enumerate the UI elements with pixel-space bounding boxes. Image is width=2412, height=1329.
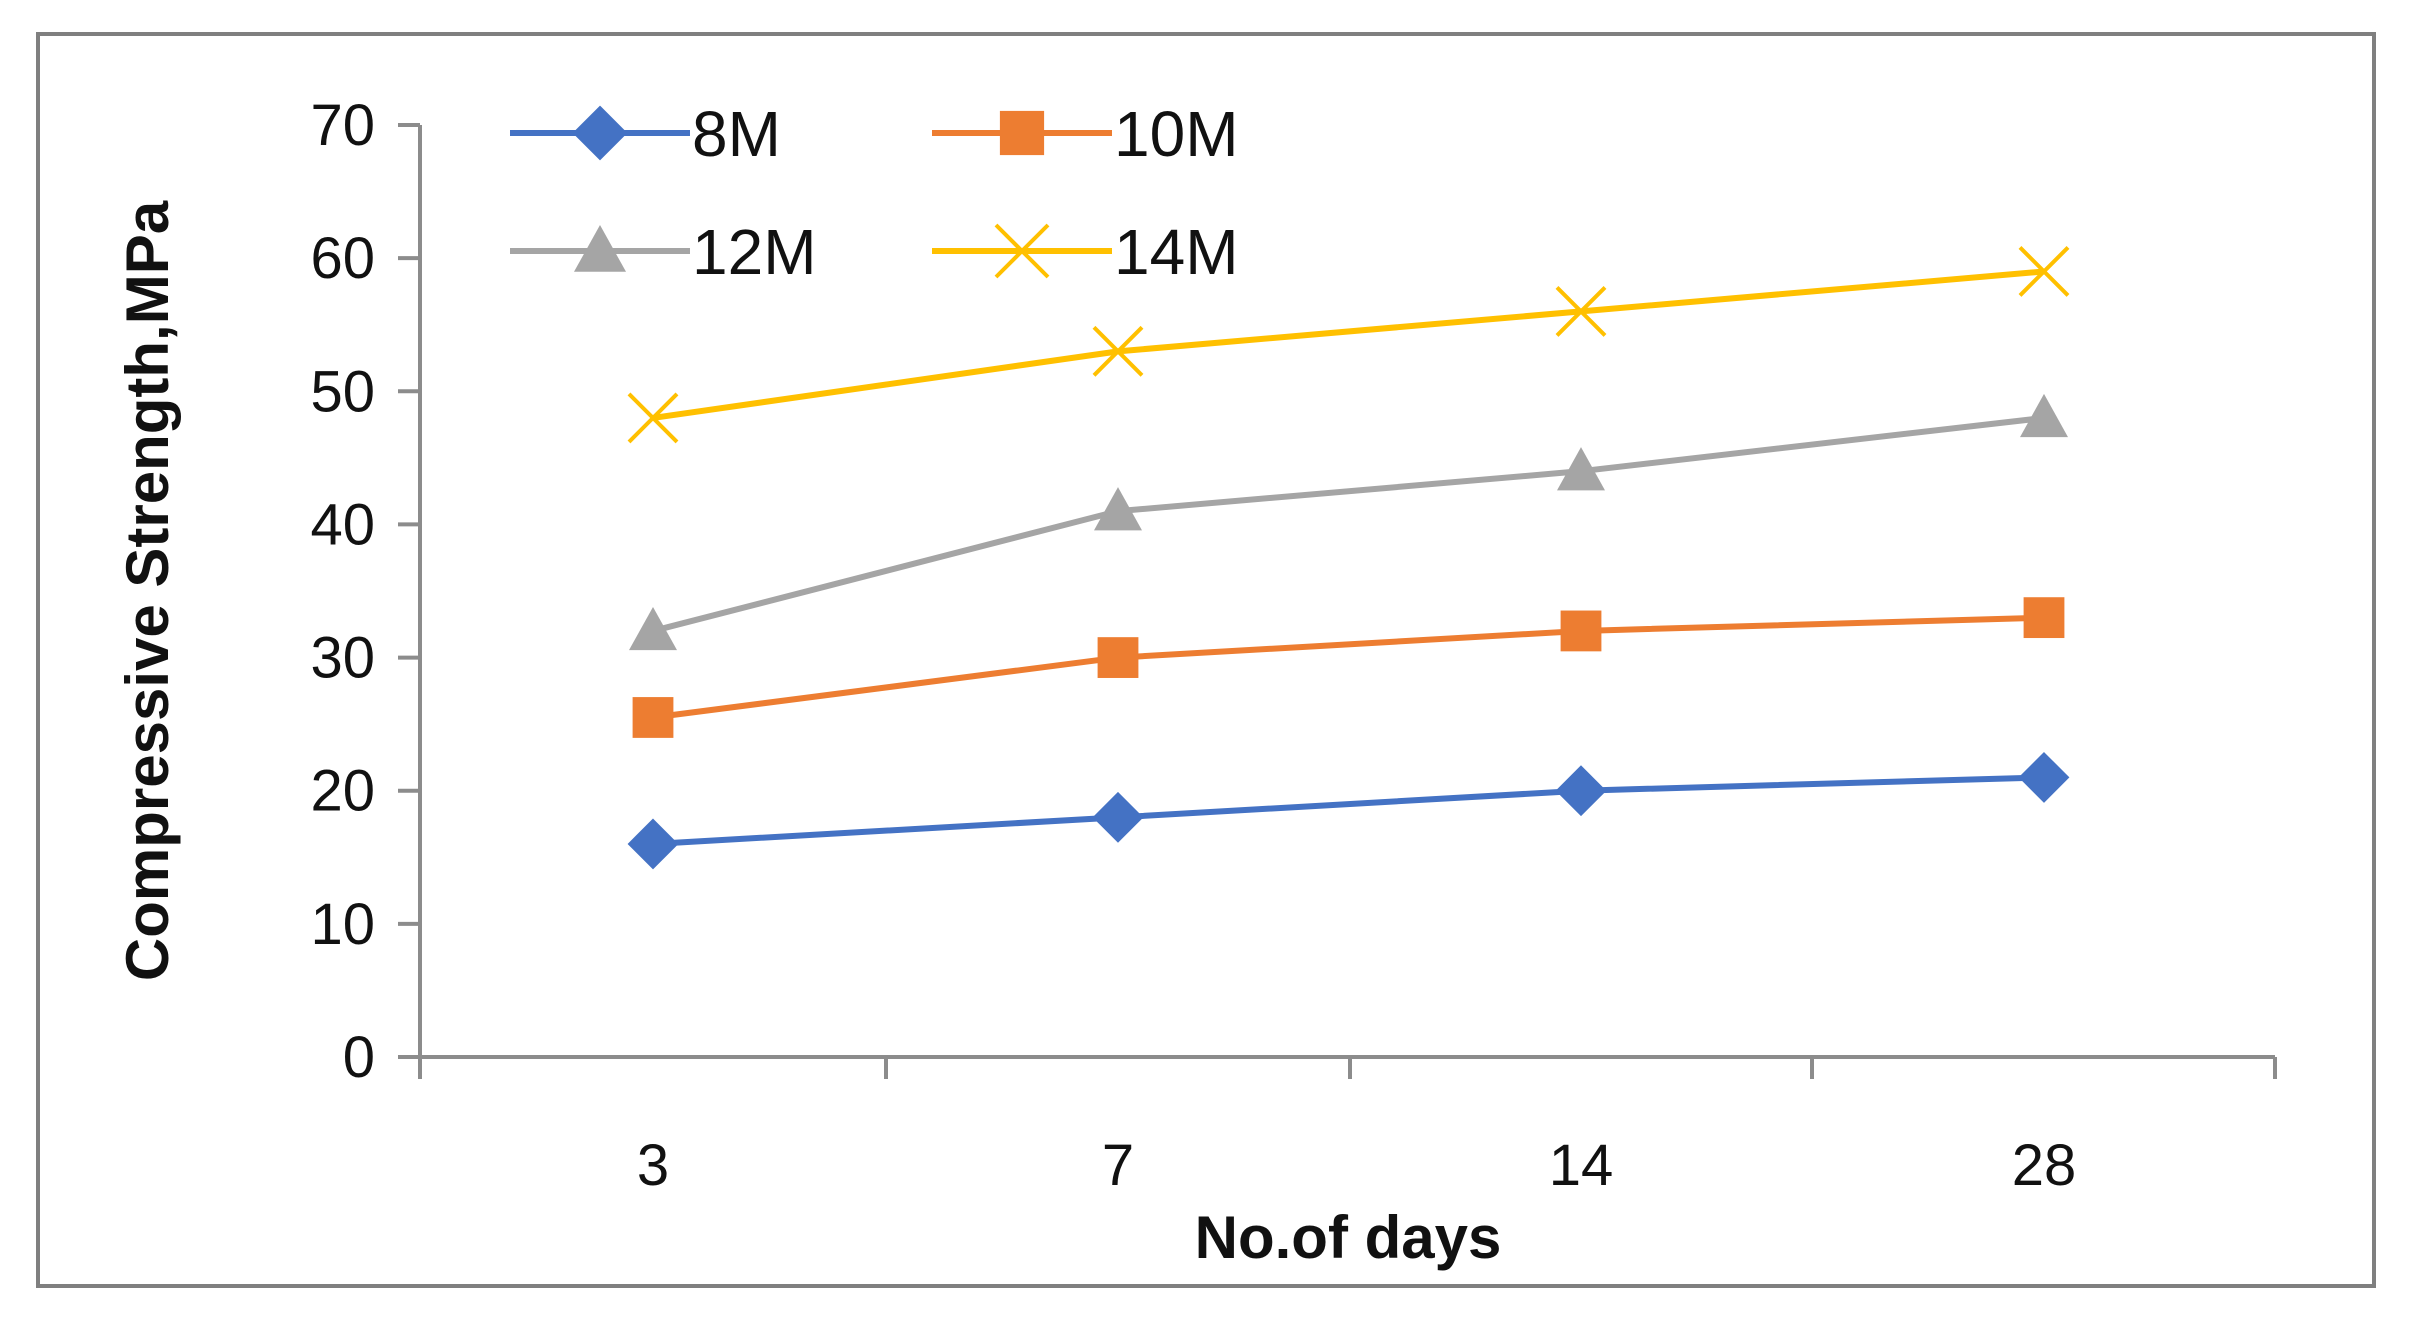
data-point-8m <box>627 818 679 870</box>
legend-entry-12m: 12M <box>510 216 817 288</box>
series-layer <box>627 246 2070 870</box>
x-tick-label: 7 <box>1102 1133 1134 1198</box>
y-tick-label: 20 <box>310 759 375 824</box>
data-point-8m <box>1555 765 1607 817</box>
series-line-8m <box>652 774 2045 847</box>
y-axis-title: Compressive Strength,MPa <box>114 200 181 981</box>
data-point-10m <box>632 697 674 738</box>
data-point-14m <box>1555 285 1607 337</box>
y-tick-label: 10 <box>310 892 375 957</box>
series-line-12m <box>652 414 2045 634</box>
data-point-12m <box>629 606 677 651</box>
legend-label-8m: 8M <box>692 98 781 170</box>
legend-entry-14m: 14M <box>932 216 1239 288</box>
data-point-14m <box>627 392 679 444</box>
y-tick-label: 0 <box>343 1025 375 1090</box>
data-point-12m <box>2020 393 2068 438</box>
series-10m <box>632 597 2065 738</box>
data-point-10m <box>1097 637 1139 678</box>
legend-marker-8m <box>572 105 628 161</box>
data-point-10m <box>2023 597 2065 639</box>
y-ticks: 0 10 20 30 40 50 60 70 <box>310 93 420 1090</box>
x-ticks: 3 7 14 28 <box>418 1057 2277 1198</box>
x-marker-stroke <box>1555 285 1607 337</box>
data-point-14m <box>1092 325 1144 377</box>
y-tick-label: 60 <box>310 226 375 291</box>
x-marker-stroke <box>994 223 1050 279</box>
data-point-12m <box>1094 487 1142 531</box>
x-axis-title: No.of days <box>1195 1204 1502 1271</box>
x-marker-stroke <box>2018 246 2070 297</box>
series-8m <box>627 751 2070 870</box>
x-tick-label: 14 <box>1549 1133 1614 1198</box>
x-marker-stroke <box>627 392 679 444</box>
series-12m <box>629 393 2068 651</box>
x-tick-label: 28 <box>2012 1133 2077 1198</box>
legend-marker-12m <box>574 225 626 272</box>
series-line-14m <box>652 268 2045 421</box>
legend: 8M 10M 12M 14M <box>510 98 1239 288</box>
y-tick-label: 30 <box>310 626 375 691</box>
data-point-12m <box>1557 447 1605 491</box>
data-point-10m <box>1560 610 1602 652</box>
data-point-8m <box>2018 751 2070 803</box>
legend-label-12m: 12M <box>692 216 817 288</box>
y-tick-label: 40 <box>310 492 375 557</box>
legend-label-14m: 14M <box>1114 216 1239 288</box>
y-tick-label: 70 <box>310 93 375 158</box>
legend-label-10m: 10M <box>1114 98 1239 170</box>
data-point-14m <box>2018 246 2070 297</box>
chart-frame <box>36 32 2376 1288</box>
legend-marker-14m <box>994 223 1050 279</box>
legend-marker-10m <box>999 110 1045 156</box>
data-point-8m <box>1092 791 1144 843</box>
legend-entry-8m: 8M <box>510 98 781 170</box>
series-14m <box>627 246 2070 444</box>
series-line-10m <box>652 614 2045 721</box>
axes: 0 10 20 30 40 50 60 70 3 7 14 28 <box>310 93 2277 1198</box>
legend-entry-10m: 10M <box>932 98 1239 170</box>
x-marker-stroke <box>1092 325 1144 377</box>
y-tick-label: 50 <box>310 359 375 424</box>
x-tick-label: 3 <box>637 1133 669 1198</box>
